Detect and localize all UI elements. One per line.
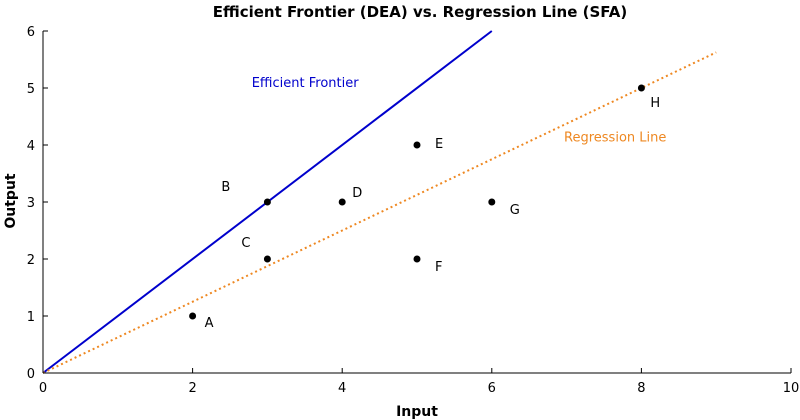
point-b (263, 198, 271, 206)
point-label-b: B (221, 180, 230, 195)
point-g (488, 198, 496, 206)
point-label-c: C (241, 236, 250, 251)
x-tick-label: 0 (39, 381, 47, 396)
data-points: A B C D E F G H (189, 84, 660, 331)
chart-title: Efficient Frontier (DEA) vs. Regression … (213, 3, 628, 21)
y-axis-label: Output (3, 173, 19, 229)
efficient-frontier-label: Efficient Frontier (252, 76, 359, 91)
point-f (413, 255, 421, 263)
point-h (637, 84, 645, 92)
x-tick-label: 10 (783, 381, 800, 396)
point-label-e: E (435, 137, 443, 152)
point-label-h: H (650, 96, 660, 111)
y-tick-label: 2 (27, 253, 35, 268)
y-tick-label: 1 (27, 310, 35, 325)
x-tick-label: 8 (637, 381, 645, 396)
point-label-d: D (352, 186, 362, 201)
y-tick-label: 4 (27, 139, 35, 154)
point-label-f: F (435, 260, 442, 275)
point-label-g: G (510, 203, 520, 218)
point-e (413, 141, 421, 149)
axes: 0 2 4 6 8 10 0 1 2 3 4 5 6 (27, 25, 800, 396)
point-d (338, 198, 346, 206)
point-c (263, 255, 271, 263)
y-tick-label: 0 (27, 367, 35, 382)
x-axis-label: Input (396, 404, 438, 420)
x-tick-label: 2 (188, 381, 196, 396)
point-label-a: A (205, 316, 214, 331)
x-tick-label: 4 (338, 381, 346, 396)
series-lines: Efficient Frontier Regression Line (42, 30, 717, 374)
y-tick-label: 5 (27, 82, 35, 97)
y-tick-label: 3 (27, 196, 35, 211)
regression-line-line (42, 51, 717, 374)
regression-line-label: Regression Line (564, 130, 666, 145)
point-a (189, 312, 197, 320)
y-tick-label: 6 (27, 25, 35, 40)
x-tick-label: 6 (488, 381, 496, 396)
